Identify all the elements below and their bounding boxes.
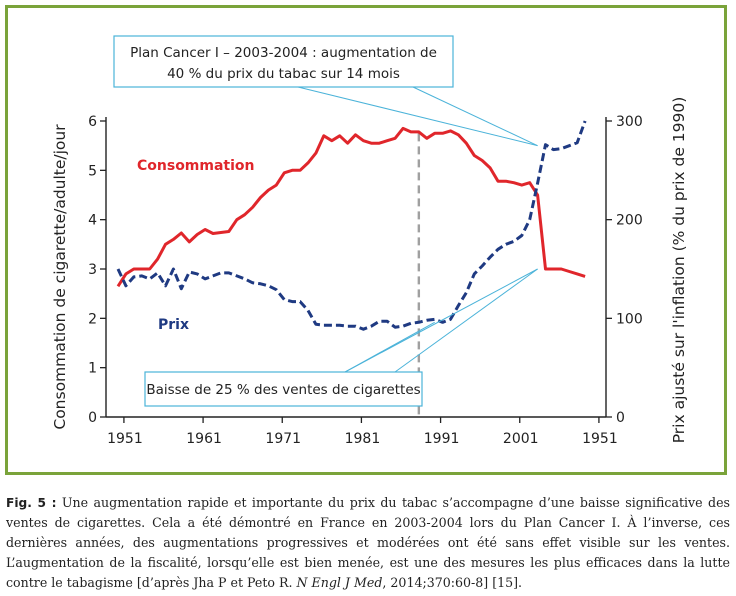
left-tick-label: 1 — [88, 361, 97, 377]
series-line-prix — [116, 120, 587, 331]
journal-name: N Engl J Med — [296, 575, 383, 590]
left-tick-label: 6 — [88, 114, 97, 130]
callout-text-plan-cancer: Plan Cancer I – 2003-2004 : augmentation… — [130, 45, 437, 61]
caption-reference: , 2014;370:60-8] [15]. — [382, 575, 523, 590]
left-axis-label: Consommation de cigarette/adulte/jour — [51, 124, 69, 430]
x-tick-label: 1971 — [265, 431, 301, 447]
right-tick-label: 300 — [616, 114, 643, 130]
series-label-consommation: Consommation — [137, 158, 255, 174]
right-tick-label: 200 — [616, 213, 643, 229]
left-tick-label: 3 — [88, 262, 97, 278]
right-tick-label: 100 — [616, 311, 643, 327]
chart: 0 1 2 3 4 5 6 0 100 200 300 1951 1961 1971 1981 1991 200… — [51, 35, 688, 447]
series-label-prix: Prix — [158, 317, 189, 333]
callout-text-plan-cancer: 40 % du prix du tabac sur 14 mois — [167, 66, 400, 82]
left-tick-label: 5 — [88, 163, 97, 179]
callout-pointer-line — [297, 86, 538, 147]
callout-pointer-line — [344, 268, 538, 373]
figure-frame: 0 1 2 3 4 5 6 0 100 200 300 1951 1961 1971 1981 1991 200… — [5, 5, 727, 475]
right-axis-label: Prix ajusté sur l'inflation (% du prix d… — [670, 97, 688, 444]
callout-pointer-line — [412, 86, 538, 147]
left-tick-label: 2 — [88, 311, 97, 327]
callout-box-plan-cancer — [113, 35, 454, 88]
left-tick-label: 4 — [88, 213, 97, 229]
figure-caption: Fig. 5 : Une augmentation rapide et impo… — [6, 493, 730, 593]
callout-text-baisse: Baisse de 25 % des ventes de cigarettes — [146, 382, 420, 398]
caption-text: Une augmentation rapide et importante du… — [6, 495, 730, 590]
x-tick-label: 1981 — [345, 431, 381, 447]
series-line-consommation — [116, 126, 586, 288]
callout-box-baisse — [144, 371, 423, 407]
x-tick-label: 1951 — [107, 431, 143, 447]
x-tick-label: 1951 — [582, 431, 618, 447]
figure-label: Fig. 5 : — [6, 496, 57, 510]
x-tick-label: 1961 — [186, 431, 222, 447]
right-tick-label: 0 — [616, 410, 625, 426]
x-tick-label: 1991 — [424, 431, 460, 447]
callout-pointer-line — [394, 268, 538, 373]
x-tick-label: 2001 — [503, 431, 539, 447]
left-tick-label: 0 — [88, 410, 97, 426]
